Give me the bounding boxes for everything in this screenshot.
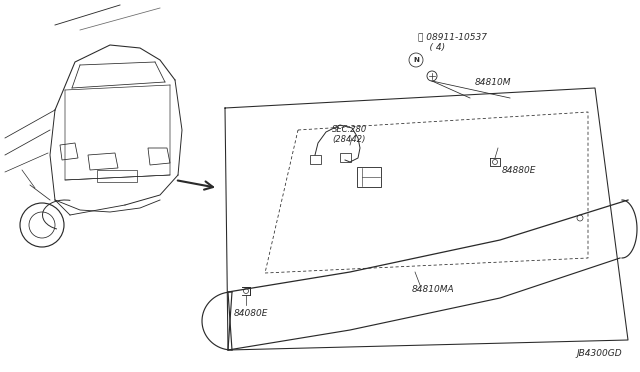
Text: N: N	[413, 57, 419, 63]
Text: 84810MA: 84810MA	[412, 285, 454, 294]
Text: SEC.280
(28442): SEC.280 (28442)	[332, 125, 367, 144]
Text: 84810M: 84810M	[475, 78, 511, 87]
Text: JB4300GD: JB4300GD	[577, 349, 622, 358]
Text: ⓘ 08911-10537
    ( 4): ⓘ 08911-10537 ( 4)	[418, 33, 487, 52]
Text: 84880E: 84880E	[502, 166, 536, 175]
Text: 84080E: 84080E	[234, 309, 269, 318]
